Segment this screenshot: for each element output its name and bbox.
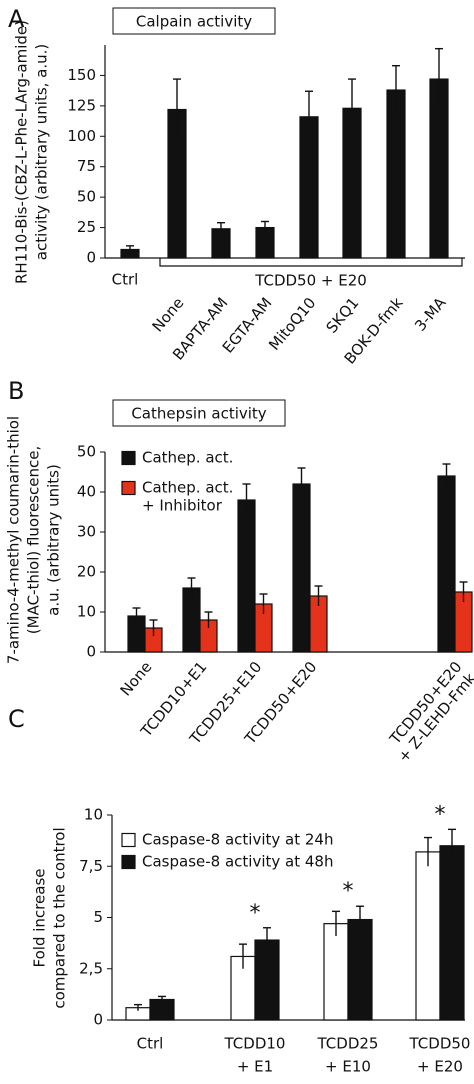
legend-label: Cathep. act. <box>142 449 233 467</box>
y-tick-label: 0 <box>93 1011 103 1029</box>
x-tick-label: None <box>149 294 188 336</box>
y-tick-label: 0 <box>86 643 96 661</box>
legend-label: Cathep. act. <box>142 479 233 497</box>
y-axis-label: Fold increase <box>31 869 49 968</box>
y-tick-label: 125 <box>67 96 96 114</box>
y-tick-label: 50 <box>77 188 96 206</box>
panel-letter: A <box>8 5 25 33</box>
x-tick-label: TCDD50 <box>409 1035 471 1053</box>
significance-mark: * <box>343 879 354 904</box>
bar <box>292 483 311 653</box>
x-tick-label: + E20 <box>417 1058 463 1076</box>
y-tick-label: 40 <box>77 483 96 501</box>
legend-swatch <box>121 480 136 496</box>
legend-swatch <box>121 832 136 848</box>
bar <box>347 918 373 1021</box>
bar <box>386 89 406 259</box>
y-tick-label: 10 <box>77 603 96 621</box>
y-axis-label: activity (arbitrary units, a.u.) <box>33 44 51 261</box>
bar <box>415 851 441 1021</box>
y-tick-label: 0 <box>86 249 96 267</box>
bar <box>437 475 456 653</box>
y-tick-label: 7,5 <box>79 857 103 875</box>
chart-title: Cathepsin activity <box>131 405 266 423</box>
y-tick-label: 25 <box>77 218 96 236</box>
bar <box>323 923 349 1021</box>
x-tick-label: None <box>117 658 156 700</box>
y-tick-label: 50 <box>77 443 96 461</box>
x-tick-label: MitoQ10 <box>265 294 319 354</box>
legend-label: Caspase-8 activity at 48h <box>142 853 333 871</box>
y-tick-label: 75 <box>77 157 96 175</box>
legend-swatch <box>121 854 136 870</box>
y-axis-label: 7-amino-4-methyl coumarin-thiol <box>5 416 23 664</box>
title-box <box>112 399 286 427</box>
chart-title: Calpain activity <box>136 13 252 31</box>
bar <box>254 939 280 1021</box>
y-axis-label: compared to the control <box>51 827 69 1008</box>
bar <box>439 845 465 1021</box>
y-tick-label: 5 <box>93 908 103 926</box>
group-bracket <box>159 258 463 267</box>
y-tick-label: 100 <box>67 127 96 145</box>
title-box <box>112 7 276 35</box>
x-tick-label: Ctrl <box>137 1035 164 1053</box>
y-tick-label: 2,5 <box>79 959 103 977</box>
x-tick-label: TCDD25 <box>317 1035 379 1053</box>
y-tick-label: 10 <box>84 806 103 824</box>
y-axis-label: a.u. (arbitrary units) <box>45 464 63 616</box>
bar <box>237 499 256 653</box>
y-tick-label: 30 <box>77 523 96 541</box>
x-tick-label: Ctrl <box>112 271 139 289</box>
panel-letter: C <box>8 705 25 733</box>
y-axis-label: (MAC-thiol) fluorescence, <box>25 446 43 634</box>
significance-mark: * <box>435 802 446 827</box>
y-tick-label: 20 <box>77 563 96 581</box>
x-tick-label: SKQ1 <box>323 294 363 337</box>
y-tick-label: 150 <box>67 66 96 84</box>
legend-label: Caspase-8 activity at 24h <box>142 831 333 849</box>
panel-letter: B <box>8 377 24 405</box>
legend-label: + Inhibitor <box>142 497 223 515</box>
y-axis-label: RH110-Bis-(CBZ-L-Phe-LArg-amide) <box>13 20 31 284</box>
x-tick-label: + E10 <box>325 1058 371 1076</box>
x-tick-label: + E1 <box>237 1058 273 1076</box>
x-tick-label: 3-MA <box>411 293 450 334</box>
legend-swatch <box>121 450 136 466</box>
group-label: TCDD50 + E20 <box>254 272 367 290</box>
significance-mark: * <box>250 901 261 926</box>
x-tick-label: TCDD10 <box>224 1035 286 1053</box>
